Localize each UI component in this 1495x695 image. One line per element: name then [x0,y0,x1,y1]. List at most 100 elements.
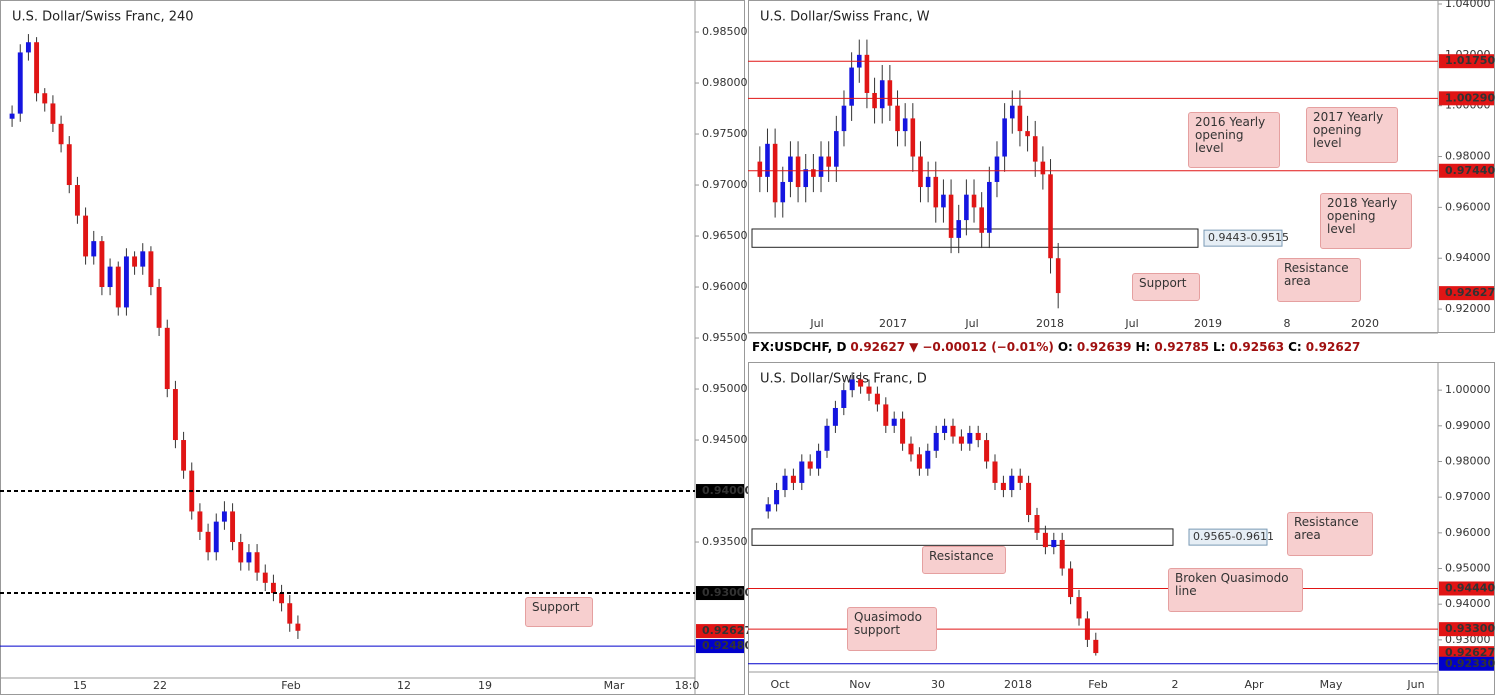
chart-title: U.S. Dollar/Swiss Franc, W [760,10,930,25]
candle-body [816,450,822,469]
candle-body [948,194,954,238]
level-label: 0.92480 [702,639,752,652]
candle-body [246,552,252,563]
candle-body [975,432,981,441]
candle-body [826,156,831,167]
candle-body [287,603,293,624]
level-label: 0.92330 [1445,657,1495,670]
candle-body [1002,118,1007,157]
chart-title: U.S. Dollar/Swiss Franc, 240 [12,10,194,25]
candle-body [864,54,870,93]
candle-body [74,185,80,216]
x-tick-label: 2020 [1351,317,1379,330]
candle-body [956,220,962,238]
candle-body [164,327,170,390]
y-tick-label: 1.04000 [1445,0,1491,10]
candle-body [213,521,219,553]
y-tick-label: 0.95500 [702,331,748,344]
x-tick-label: 2 [1172,678,1179,691]
zone [751,228,1199,248]
candle-body [984,440,990,462]
candle-body [1055,258,1061,294]
x-tick-label: Feb [1088,678,1107,691]
candle-body [942,425,948,433]
level-label-box [1439,646,1494,661]
callout: Resistance area [1277,258,1361,302]
candle-body [933,176,939,208]
candle-body [900,418,906,444]
candle-body [140,251,146,267]
x-tick-label: Jul [809,317,823,330]
candle-body [1009,105,1015,119]
candle-body [925,450,931,469]
candle-body [916,454,922,469]
candle-body [950,425,956,437]
candle-body [765,504,771,512]
candle-body [918,156,923,188]
candle-body [757,161,763,177]
x-tick-label: Feb [281,679,300,692]
candle-body [772,143,778,203]
level-label: 0.94440 [1445,581,1495,594]
candle-body [887,80,893,106]
y-tick-label: 0.99000 [1445,419,1491,432]
y-tick-label: 0.96000 [1445,526,1491,539]
info-part: 0.92639 [1076,340,1132,354]
callout: Broken Quasimodo line [1168,568,1303,612]
y-tick-label: 0.98000 [702,76,748,89]
y-tick-label: 0.94000 [1445,597,1491,610]
level-label-box [696,639,744,654]
level-label-box [696,624,744,639]
candle-body [818,156,824,177]
candle-body [780,181,786,203]
candle-body [254,552,260,573]
x-tick-label: Jul [1124,317,1138,330]
info-part: C: [1288,340,1302,354]
candle-body [1032,136,1038,162]
candle-body [42,93,48,104]
y-tick-label: 0.96500 [702,229,748,242]
candle-body [1093,639,1099,654]
y-tick-label: 0.93500 [702,535,748,548]
y-tick-label: 0.94500 [702,433,748,446]
candle-body [115,266,121,308]
zone-label: 0.9565-0.9611 [1193,530,1274,543]
y-tick-label: 0.98000 [1445,150,1491,163]
candle-body [1026,482,1032,516]
candle-body [132,256,138,267]
candle-body [230,511,236,543]
x-tick-label: 2017 [879,317,907,330]
x-tick-label: Nov [849,678,871,691]
candle-body [1048,174,1053,259]
level-label-box [696,586,744,601]
level-label-box [1439,91,1494,106]
y-tick-label: 0.96000 [702,280,748,293]
level-label-box [1439,54,1494,69]
candle-body [295,623,301,631]
candle-body [66,144,72,186]
candle-body [841,105,847,132]
level-label: 1.00290 [1445,91,1495,104]
level-label: 0.93300 [1445,622,1495,635]
x-tick-label: 19 [478,679,492,692]
y-tick-label: 1.00000 [1445,383,1491,396]
info-part: 0.92627 [1305,340,1361,354]
y-tick-label: 0.94000 [1445,251,1491,264]
candle-body [971,194,977,208]
candle-body [1009,475,1015,491]
candle-body [811,169,816,177]
candle-body [958,436,964,444]
candle-body [1051,539,1057,548]
info-part: 0.92785 [1154,340,1210,354]
info-part: L: [1213,340,1226,354]
info-part: ▼ [909,340,919,354]
x-tick-label: 30 [931,678,945,691]
candle-body [979,207,984,233]
info-part: −0.00012 (−0.01%) [922,340,1054,354]
candle-body [1000,482,1006,491]
candle-body [933,432,939,451]
candle-body [902,118,908,132]
x-tick-label: 22 [153,679,167,692]
candle-body [1068,568,1074,598]
y-tick-label: 0.97000 [702,178,748,191]
